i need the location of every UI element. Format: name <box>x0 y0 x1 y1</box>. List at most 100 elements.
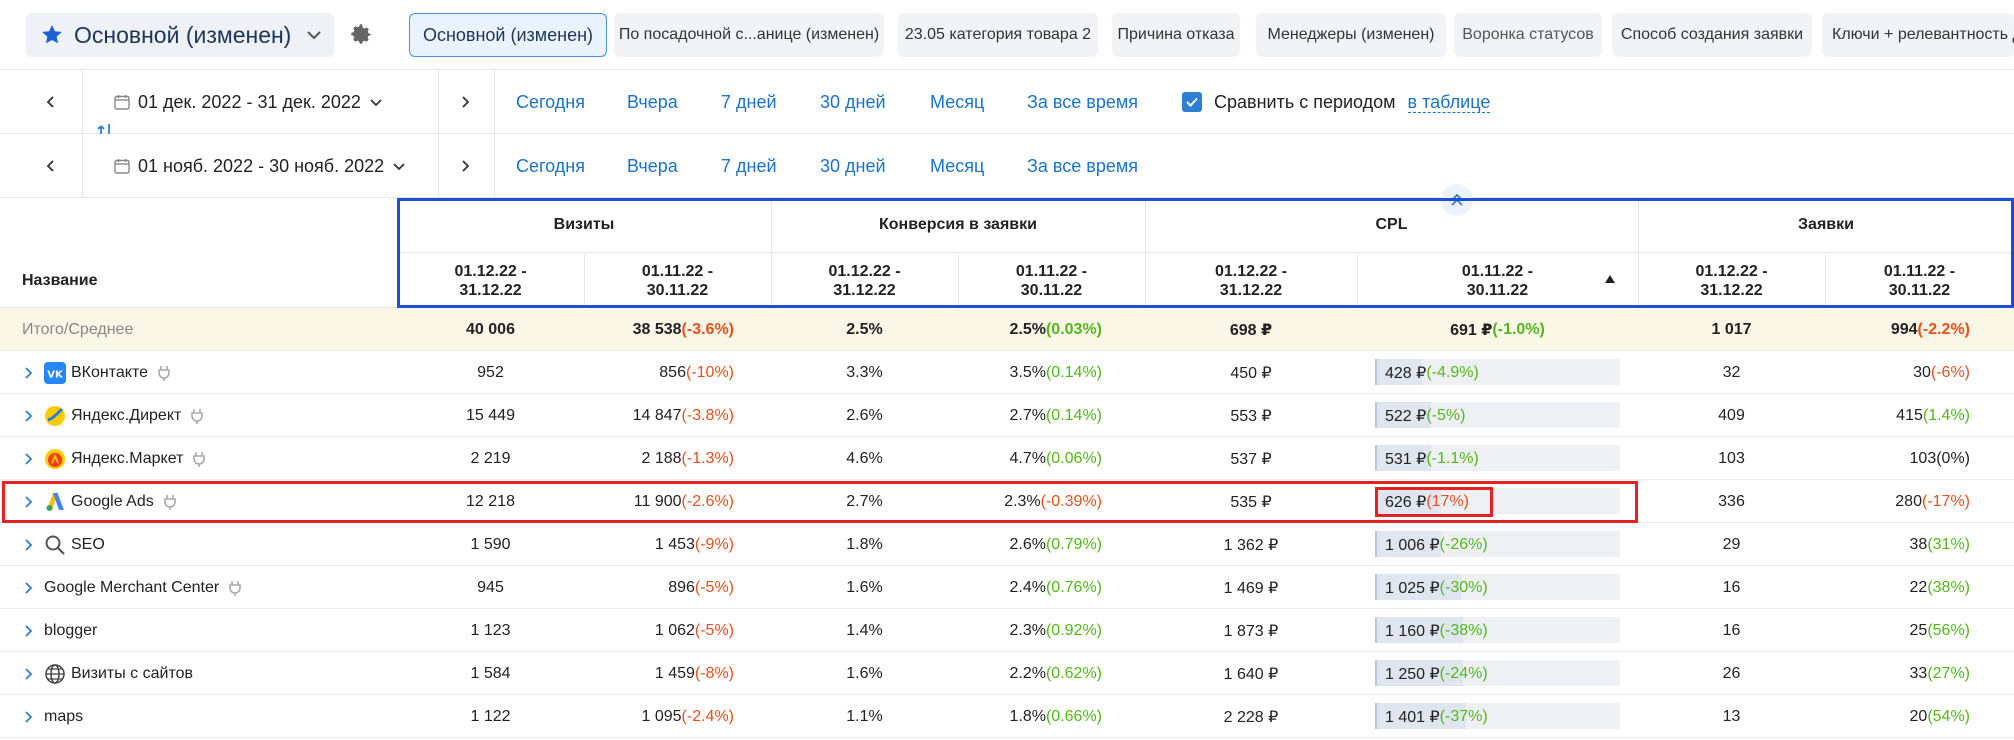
row-name: ВКонтакте <box>71 363 148 381</box>
row-label: Google Merchant Center <box>22 566 242 609</box>
cell-value-with-delta: 14 847 (-3.8%) <box>554 394 734 437</box>
quick-yesterday[interactable]: Вчера <box>627 91 678 112</box>
table-row[interactable]: SEO 1 590 1 453 (-9%) 1.8% 2.6% (0.79%) … <box>0 523 2014 566</box>
compare-date-picker[interactable]: 01 нояб. 2022 - 30 нояб. 2022 <box>114 134 406 198</box>
tab-product-category[interactable]: 23.05 категория товара 2 <box>898 13 1098 57</box>
cell-value-with-delta: 3.5% (0.14%) <box>922 351 1103 394</box>
chevron-right-icon[interactable] <box>22 409 36 423</box>
cell-value-with-delta: 896 (-5%) <box>554 566 734 609</box>
cell-value-with-delta: 1 095 (-2.4%) <box>554 695 735 738</box>
row-label: blogger <box>22 609 97 652</box>
cell-delta: (54%) <box>1927 707 1970 725</box>
sort-ascending-icon[interactable] <box>1605 275 1615 283</box>
tab-managers[interactable]: Менеджеры (изменен) <box>1256 13 1446 57</box>
compare-checkbox[interactable] <box>1182 92 1202 112</box>
next-period-button[interactable] <box>424 70 506 134</box>
cell-value-with-delta: 428 ₽ (-4.9%) <box>1385 351 1479 394</box>
cpl-bar <box>1375 574 1620 600</box>
compare-mode-link[interactable]: в таблице <box>1407 91 1491 113</box>
period-date-picker[interactable]: 01 дек. 2022 - 31 дек. 2022 <box>114 70 383 134</box>
tab-refusal-reason[interactable]: Причина отказа <box>1112 13 1240 57</box>
chevron-right-icon[interactable] <box>22 710 36 724</box>
chevron-right-icon[interactable] <box>22 624 36 638</box>
chevron-right-icon[interactable] <box>22 495 36 509</box>
cell-value: 537 ₽ <box>1230 450 1272 468</box>
column-header-cpl-current[interactable]: 01.12.22 - 31.12.22 <box>1214 263 1288 299</box>
cell-value: 1 062 <box>654 621 695 639</box>
column-header-leads-current[interactable]: 01.12.22 - 31.12.22 <box>1695 263 1768 299</box>
table-row[interactable]: Яндекс.Маркет 2 219 2 188 (-1.3%) 4.6% 4… <box>0 437 2014 480</box>
gear-icon[interactable] <box>348 21 374 47</box>
prev-compare-period-button[interactable] <box>10 134 92 198</box>
quick-yesterday[interactable]: Вчера <box>627 155 678 176</box>
cell-value-with-delta: 22 (38%) <box>1790 566 1970 609</box>
column-header-cpl-previous[interactable]: 01.11.22 - 30.11.22 <box>1461 263 1534 299</box>
table-row[interactable]: Визиты с сайтов 1 584 1 459 (-8%) 1.6% 2… <box>0 652 2014 695</box>
cpl-bar <box>1375 402 1620 428</box>
table-row[interactable]: blogger 1 123 1 062 (-5%) 1.4% 2.3% (0.9… <box>0 609 2014 652</box>
cell-delta: (-1.0%) <box>1492 320 1545 338</box>
tab-main[interactable]: Основной (изменен) <box>409 13 607 57</box>
table-row[interactable]: maps 1 122 1 095 (-2.4%) 1.1% 1.8% (0.66… <box>0 695 2014 738</box>
chevron-down-icon <box>393 163 405 171</box>
group-header-conversion: Конверсия в заявки <box>771 198 1145 253</box>
cell-value: 1 017 <box>1711 320 1752 338</box>
row-label: VK ВКонтакте <box>22 351 171 394</box>
quick-30-days[interactable]: 30 дней <box>820 155 886 176</box>
next-compare-period-button[interactable] <box>424 134 506 198</box>
quick-month[interactable]: Месяц <box>930 155 985 176</box>
chevron-right-icon[interactable] <box>22 366 36 380</box>
chevron-right-icon[interactable] <box>22 452 36 466</box>
cell-delta: (0.14%) <box>1045 406 1102 424</box>
quick-all-time[interactable]: За все время <box>1027 155 1138 176</box>
cell-delta: (-5%) <box>694 621 734 639</box>
column-header-visits-current[interactable]: 01.12.22 - 31.12.22 <box>454 263 527 299</box>
chevron-right-icon[interactable] <box>22 667 36 681</box>
cell-delta: (-3.8%) <box>681 406 734 424</box>
table-row-total: Итого/Среднее 40 006 38 538 (-3.6%) 2.5%… <box>0 308 2014 351</box>
quick-month[interactable]: Месяц <box>930 91 985 112</box>
collapse-periods-button[interactable] <box>1441 184 1473 216</box>
cell-delta: (-37%) <box>1439 707 1488 725</box>
cell-value: 29 <box>1722 535 1741 553</box>
column-header-conversion-previous[interactable]: 01.11.22 - 30.11.22 <box>1015 263 1088 299</box>
quick-today[interactable]: Сегодня <box>516 155 585 176</box>
cell-value: 20 <box>1909 707 1928 725</box>
column-header-visits-previous[interactable]: 01.11.22 - 30.11.22 <box>641 263 714 299</box>
table-row[interactable]: VK ВКонтакте 952 856 (-10%) 3.3% 3.5% (0.… <box>0 351 2014 394</box>
quick-7-days[interactable]: 7 дней <box>721 91 777 112</box>
column-header-conversion-current[interactable]: 01.12.22 - 31.12.22 <box>828 263 901 299</box>
cell-delta: (-2.6%) <box>681 492 734 510</box>
tab-status-funnel[interactable]: Воронка статусов <box>1454 13 1602 57</box>
quick-30-days[interactable]: 30 дней <box>820 91 886 112</box>
tab-lead-creation[interactable]: Способ создания заявки <box>1612 13 1812 57</box>
table-row[interactable]: Google Merchant Center 945 896 (-5%) 1.6… <box>0 566 2014 609</box>
cell-delta: (27%) <box>1927 664 1970 682</box>
table-row[interactable]: Яндекс.Директ 15 449 14 847 (-3.8%) 2.6%… <box>0 394 2014 437</box>
prev-period-button[interactable] <box>10 70 92 134</box>
compare-period-toggle[interactable]: Сравнить с периодом в таблице <box>1182 70 1491 134</box>
chevron-right-icon <box>462 96 470 108</box>
cell-value: 1.1% <box>846 707 883 725</box>
cell-value: 1 873 ₽ <box>1223 622 1279 640</box>
cell-value-with-delta: 626 ₽ (17%) <box>1385 480 1469 523</box>
column-header-name[interactable]: Название <box>22 272 98 289</box>
chevron-right-icon[interactable] <box>22 581 36 595</box>
table-row[interactable]: Google Ads 12 218 11 900 (-2.6%) 2.7% 2.… <box>0 480 2014 523</box>
quick-all-time[interactable]: За все время <box>1027 91 1138 112</box>
cell-delta: (0.06%) <box>1045 449 1102 467</box>
tab-keywords[interactable]: Ключи + релевантность Д <box>1822 13 2014 57</box>
quick-today[interactable]: Сегодня <box>516 91 585 112</box>
report-selector[interactable]: Основной (изменен) <box>26 13 334 57</box>
cell-value-with-delta: 1 401 ₽ (-37%) <box>1385 695 1488 738</box>
quick-7-days[interactable]: 7 дней <box>721 155 777 176</box>
group-header-leads: Заявки <box>1638 198 2014 253</box>
cell-value-with-delta: 33 (27%) <box>1790 652 1970 695</box>
row-name: blogger <box>44 621 98 639</box>
column-header-leads-previous[interactable]: 01.11.22 - 30.11.22 <box>1883 263 1956 299</box>
cell-value: 2.3% <box>1004 492 1041 510</box>
chevron-right-icon[interactable] <box>22 538 36 552</box>
cell-value: 1.4% <box>846 621 883 639</box>
cell-delta: (-8%) <box>694 664 734 682</box>
tab-landing-page[interactable]: По посадочной с...анице (изменен) <box>614 13 884 57</box>
